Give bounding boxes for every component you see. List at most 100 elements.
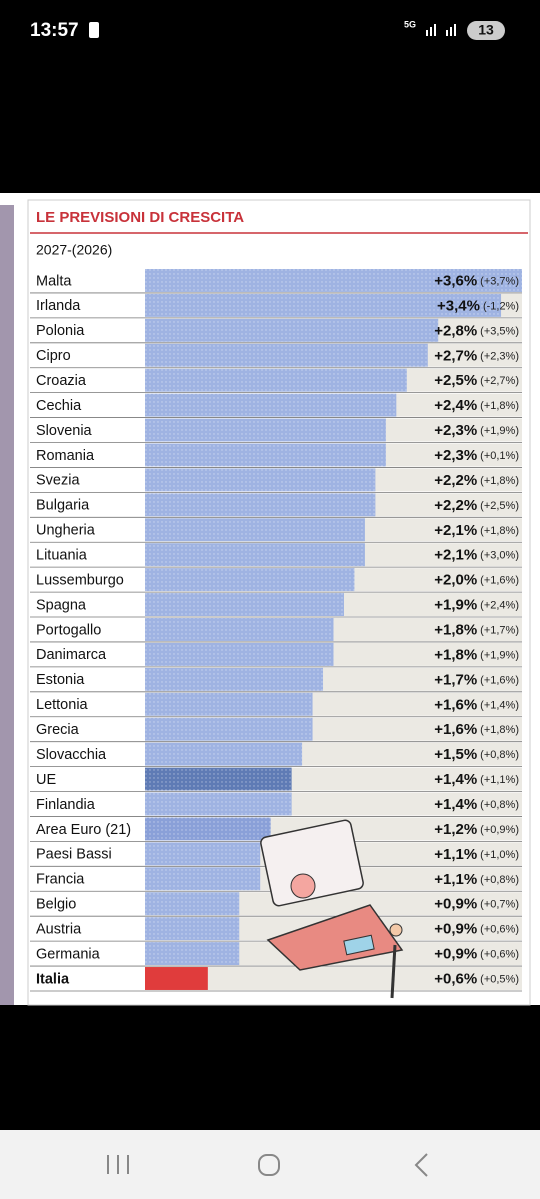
chart-subtitle: 2027-(2026) <box>36 242 112 258</box>
bar-texture <box>145 867 261 891</box>
value-text: +2,0% (+1,6%) <box>434 572 519 589</box>
bar-track <box>145 967 522 990</box>
category-label: Malta <box>36 273 72 289</box>
prior-value-label: (+3,5%) <box>480 325 519 337</box>
value-text: +2,2% (+1,8%) <box>434 472 519 489</box>
category-label: Finlandia <box>36 797 96 813</box>
value-label: +1,6% <box>434 696 477 713</box>
value-label: +2,7% <box>434 347 477 364</box>
category-label: Slovenia <box>36 423 93 439</box>
value-label: +1,1% <box>434 846 477 863</box>
prior-value-label: (+1,6%) <box>480 674 519 686</box>
category-label: Cechia <box>36 398 82 414</box>
category-label: Svezia <box>36 473 80 489</box>
category-label: Lettonia <box>36 697 89 713</box>
category-label: Lituania <box>36 548 88 564</box>
category-label: Irlanda <box>36 298 81 314</box>
value-text: +2,1% (+3,0%) <box>434 547 519 564</box>
value-text: +1,8% (+1,7%) <box>434 621 519 638</box>
value-text: +0,6% (+0,5%) <box>434 970 519 987</box>
value-label: +3,4% <box>437 297 480 314</box>
prior-value-label: (+1,9%) <box>480 649 519 661</box>
bar-texture <box>145 593 344 617</box>
prior-value-label: (+2,4%) <box>480 599 519 611</box>
category-label: Danimarca <box>36 647 107 663</box>
value-label: +2,1% <box>434 522 477 539</box>
value-label: +2,3% <box>434 447 477 464</box>
value-label: +2,2% <box>434 472 477 489</box>
value-text: +2,1% (+1,8%) <box>434 522 519 539</box>
category-label: Belgio <box>36 897 76 913</box>
category-label: Croazia <box>36 373 87 389</box>
prior-value-label: (+1,1%) <box>480 774 519 786</box>
value-text: +1,6% (+1,8%) <box>434 721 519 738</box>
value-text: +0,9% (+0,6%) <box>434 946 519 963</box>
prior-value-label: (+2,3%) <box>480 350 519 362</box>
bar-texture <box>145 817 271 841</box>
value-text: +1,4% (+1,1%) <box>434 771 519 788</box>
bar-texture <box>145 518 365 542</box>
prior-value-label: (+1,4%) <box>480 699 519 711</box>
value-text: +1,8% (+1,9%) <box>434 646 519 663</box>
bar-texture <box>145 618 334 641</box>
category-label: Austria <box>36 921 82 937</box>
prior-value-label: (+1,8%) <box>480 400 519 412</box>
category-label: Ungheria <box>36 523 96 539</box>
bar-texture <box>145 842 261 866</box>
value-text: +2,8% (+3,5%) <box>434 322 519 339</box>
prior-value-label: (+0,6%) <box>480 948 519 960</box>
category-label: Cipro <box>36 348 71 364</box>
value-label: +1,2% <box>434 821 477 838</box>
value-label: +0,9% <box>434 896 477 913</box>
bar-chart: Malta +3,6% (+3,7%) Irlanda +3,4% (-1,2%) Polo… <box>30 269 522 992</box>
value-label: +2,8% <box>434 322 477 339</box>
value-label: +3,6% <box>434 272 477 289</box>
category-label: Lussemburgo <box>36 572 124 588</box>
value-text: +1,9% (+2,4%) <box>434 597 519 614</box>
prior-value-label: (+1,7%) <box>480 624 519 636</box>
value-label: +1,6% <box>434 721 477 738</box>
value-label: +1,4% <box>434 796 477 813</box>
battery-level: 13 <box>478 22 494 38</box>
bar-texture <box>145 368 407 392</box>
category-label: Slovacchia <box>36 747 107 763</box>
value-text: +0,9% (+0,7%) <box>434 896 519 913</box>
bar-texture <box>145 568 355 592</box>
prior-value-label: (+0,5%) <box>480 973 519 985</box>
value-text: +2,3% (+0,1%) <box>434 447 519 464</box>
prior-value-label: (+1,0%) <box>480 849 519 861</box>
category-label: Romania <box>36 448 95 464</box>
category-label: Portogallo <box>36 622 101 638</box>
bar-texture <box>145 892 240 916</box>
category-label: Area Euro (21) <box>36 822 131 838</box>
prior-value-label: (+0,6%) <box>480 924 519 936</box>
bar-texture <box>145 742 303 766</box>
value-label: +2,2% <box>434 497 477 514</box>
value-label: +1,5% <box>434 746 477 763</box>
nav-bar <box>0 1130 540 1199</box>
chart-title: LE PREVISIONI DI CRESCITA <box>36 209 244 226</box>
category-label: Polonia <box>36 323 85 339</box>
value-text: +0,9% (+0,6%) <box>434 921 519 938</box>
value-text: +2,2% (+2,5%) <box>434 497 519 514</box>
value-text: +1,7% (+1,6%) <box>434 671 519 688</box>
value-label: +1,8% <box>434 621 477 638</box>
value-label: +1,8% <box>434 646 477 663</box>
category-label: Italia <box>36 971 70 987</box>
value-text: +1,2% (+0,9%) <box>434 821 519 838</box>
category-label: Germania <box>36 946 101 962</box>
prior-value-label: (+0,8%) <box>480 749 519 761</box>
value-label: +0,9% <box>434 921 477 938</box>
bar-texture <box>145 393 397 417</box>
value-label: +1,1% <box>434 871 477 888</box>
value-text: +1,1% (+1,0%) <box>434 846 519 863</box>
prior-value-label: (+3,0%) <box>480 550 519 562</box>
value-text: +3,4% (-1,2%) <box>437 297 519 314</box>
value-label: +1,9% <box>434 597 477 614</box>
value-label: +1,4% <box>434 771 477 788</box>
prior-value-label: (+0,7%) <box>480 899 519 911</box>
value-text: +1,1% (+0,8%) <box>434 871 519 888</box>
signal-icons <box>426 24 456 36</box>
bar <box>145 967 208 990</box>
value-label: +2,0% <box>434 572 477 589</box>
